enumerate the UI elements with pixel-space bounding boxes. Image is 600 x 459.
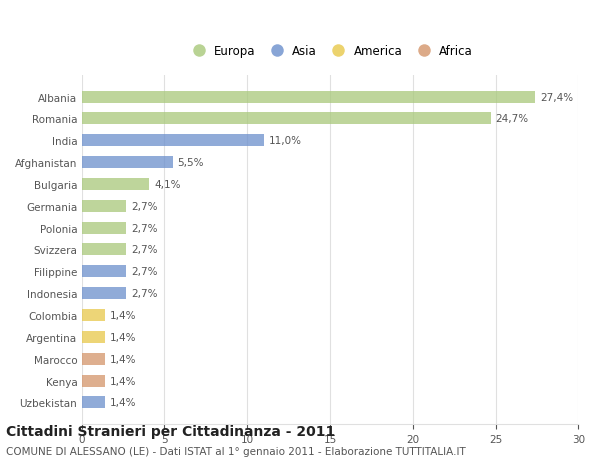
Text: 4,1%: 4,1% <box>154 179 181 190</box>
Bar <box>82 287 126 300</box>
Bar <box>82 375 105 386</box>
Bar <box>82 91 535 103</box>
Text: 1,4%: 1,4% <box>110 397 136 408</box>
Text: COMUNE DI ALESSANO (LE) - Dati ISTAT al 1° gennaio 2011 - Elaborazione TUTTITALI: COMUNE DI ALESSANO (LE) - Dati ISTAT al … <box>6 446 466 456</box>
Bar <box>82 331 105 343</box>
Text: 1,4%: 1,4% <box>110 376 136 386</box>
Bar <box>82 244 126 256</box>
Text: Cittadini Stranieri per Cittadinanza - 2011: Cittadini Stranieri per Cittadinanza - 2… <box>6 425 335 438</box>
Text: 1,4%: 1,4% <box>110 332 136 342</box>
Bar <box>82 397 105 409</box>
Bar <box>82 309 105 321</box>
Bar <box>82 135 264 147</box>
Text: 2,7%: 2,7% <box>131 289 158 298</box>
Legend: Europa, Asia, America, Africa: Europa, Asia, America, Africa <box>185 43 475 61</box>
Bar <box>82 200 126 213</box>
Bar <box>82 222 126 234</box>
Text: 27,4%: 27,4% <box>541 92 574 102</box>
Text: 2,7%: 2,7% <box>131 223 158 233</box>
Text: 11,0%: 11,0% <box>269 136 302 146</box>
Text: 1,4%: 1,4% <box>110 310 136 320</box>
Bar <box>82 353 105 365</box>
Text: 2,7%: 2,7% <box>131 202 158 211</box>
Bar <box>82 179 149 190</box>
Text: 2,7%: 2,7% <box>131 245 158 255</box>
Text: 5,5%: 5,5% <box>178 158 204 168</box>
Bar <box>82 157 173 169</box>
Bar <box>82 266 126 278</box>
Text: 2,7%: 2,7% <box>131 267 158 277</box>
Text: 24,7%: 24,7% <box>496 114 529 124</box>
Text: 1,4%: 1,4% <box>110 354 136 364</box>
Bar <box>82 113 491 125</box>
